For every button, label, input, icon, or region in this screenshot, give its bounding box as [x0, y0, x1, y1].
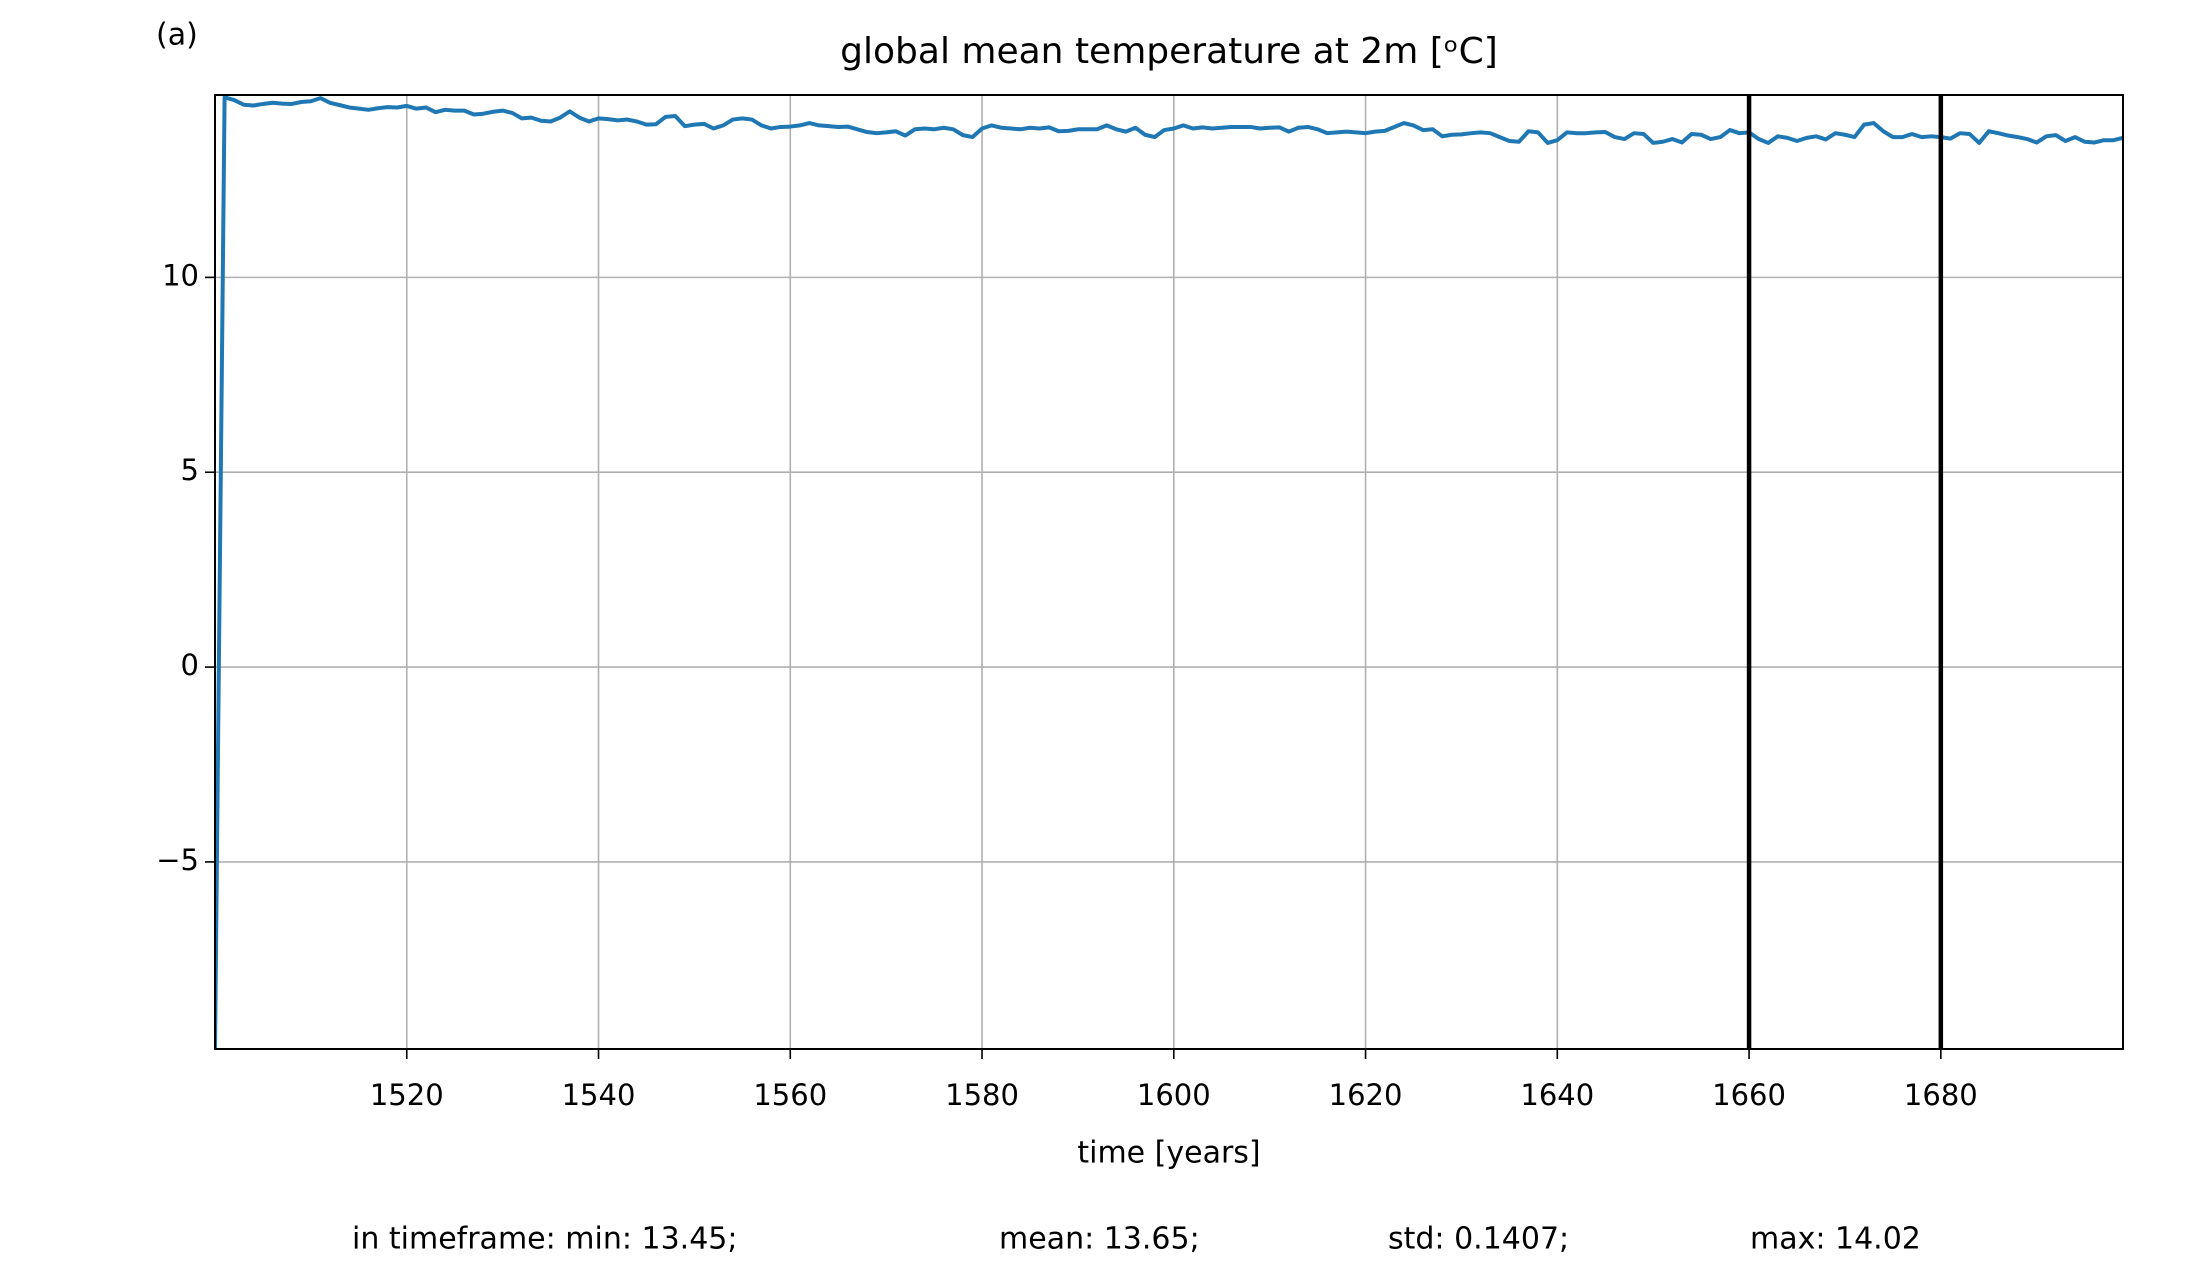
footer-stat: std: 0.1407; — [1388, 1222, 1569, 1257]
y-tick-label: 10 — [162, 258, 199, 292]
y-tick-label: 0 — [181, 648, 199, 682]
grid — [215, 95, 2123, 1049]
panel-label: (a) — [156, 18, 198, 53]
plot-frame — [214, 94, 2124, 1050]
y-tick-label: −5 — [156, 843, 199, 877]
y-tick-label: 5 — [181, 453, 199, 487]
x-tick-label: 1660 — [1712, 1078, 1786, 1112]
data-line — [215, 95, 2123, 1049]
footer-stat: max: 14.02 — [1750, 1222, 1921, 1257]
x-tick-label: 1580 — [945, 1078, 1019, 1112]
x-tick-label: 1560 — [753, 1078, 827, 1112]
x-tick-label: 1640 — [1520, 1078, 1594, 1112]
x-tick-label: 1620 — [1329, 1078, 1403, 1112]
x-tick-label: 1540 — [562, 1078, 636, 1112]
x-axis-label: time [years] — [1077, 1136, 1260, 1171]
x-tick-label: 1600 — [1137, 1078, 1211, 1112]
footer-stat: mean: 13.65; — [999, 1222, 1200, 1257]
footer-stat: in timeframe: min: 13.45; — [352, 1222, 737, 1257]
x-tick-label: 1680 — [1904, 1078, 1978, 1112]
x-tick-label: 1520 — [370, 1078, 444, 1112]
chart-title: global mean temperature at 2m [ᵒC] — [840, 31, 1498, 72]
